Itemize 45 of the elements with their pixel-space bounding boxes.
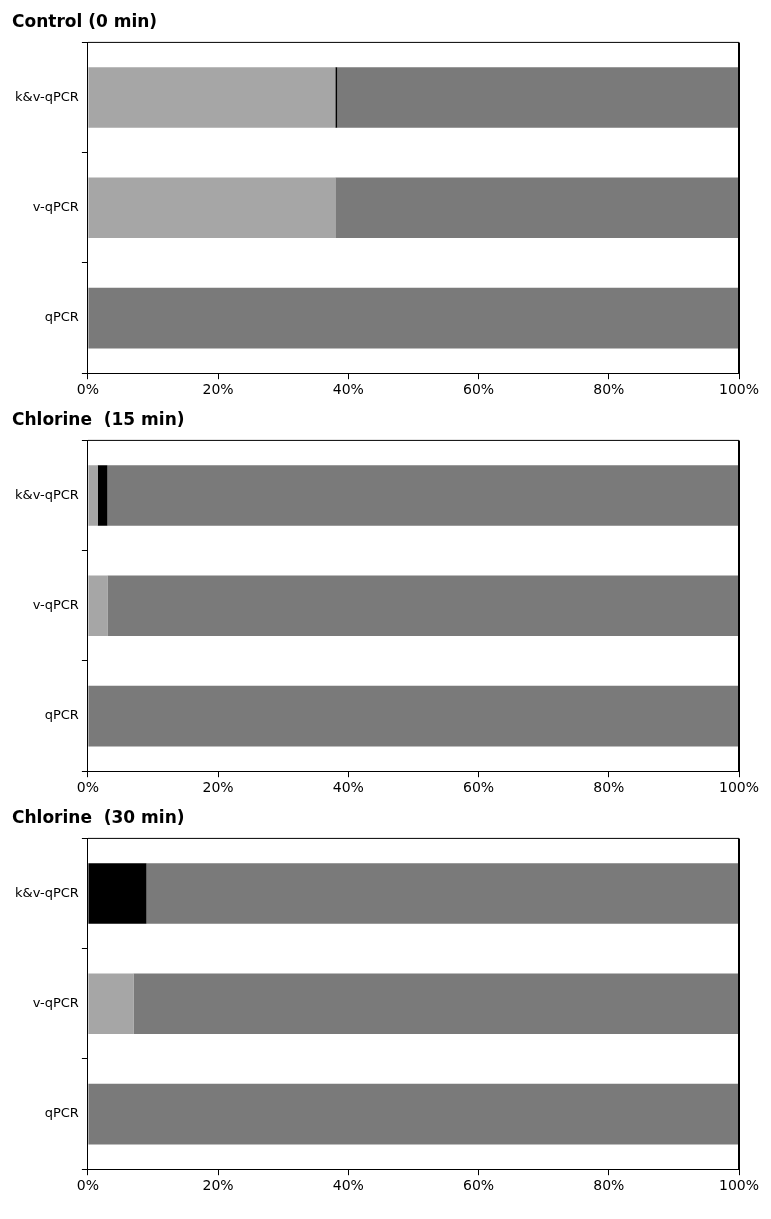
bar (88, 973, 134, 1035)
x-tick-label: 0% (76, 779, 100, 796)
bar (146, 863, 739, 924)
bar (88, 1083, 739, 1145)
chart-title: Chlorine (15 min) (12, 408, 185, 429)
x-tick-label: 60% (463, 381, 495, 398)
x-tick-label: 20% (202, 779, 234, 796)
y-tick-label: k&v-qPCR (15, 88, 79, 104)
x-tick-label: 100% (718, 381, 760, 398)
bar (88, 685, 739, 747)
bar (107, 465, 739, 526)
y-tick-label: k&v-qPCR (15, 486, 79, 502)
x-tick-label: 40% (332, 779, 364, 796)
x-tick-label: 80% (593, 381, 625, 398)
x-tick-label: 40% (332, 381, 364, 398)
bar (337, 67, 739, 128)
y-tick-label: v-qPCR (32, 199, 79, 215)
bar (88, 465, 98, 526)
bar (97, 465, 108, 526)
y-tick-label: v-qPCR (32, 995, 79, 1011)
bar (88, 177, 336, 239)
x-tick-label: 80% (593, 1177, 625, 1194)
x-tick-label: 20% (202, 381, 234, 398)
x-tick-label: 100% (718, 1177, 760, 1194)
x-tick-label: 100% (718, 779, 760, 796)
bar (88, 575, 108, 637)
y-tick-label: qPCR (44, 1105, 79, 1121)
bar (107, 575, 739, 637)
chart-title: Control (0 min) (12, 10, 158, 31)
x-tick-label: 40% (332, 1177, 364, 1194)
y-tick-label: k&v-qPCR (15, 884, 79, 900)
bar (88, 67, 336, 128)
chart-title: Chlorine (30 min) (12, 806, 185, 827)
x-tick-label: 0% (76, 1177, 100, 1194)
bar (88, 287, 739, 349)
x-tick-label: 20% (202, 1177, 234, 1194)
bar (133, 973, 739, 1035)
x-tick-label: 80% (593, 779, 625, 796)
x-tick-label: 0% (76, 381, 100, 398)
y-tick-label: qPCR (44, 707, 79, 723)
x-tick-label: 60% (463, 779, 495, 796)
x-tick-label: 60% (463, 1177, 495, 1194)
y-tick-label: v-qPCR (32, 597, 79, 613)
bar (335, 177, 739, 239)
y-tick-label: qPCR (44, 309, 79, 325)
